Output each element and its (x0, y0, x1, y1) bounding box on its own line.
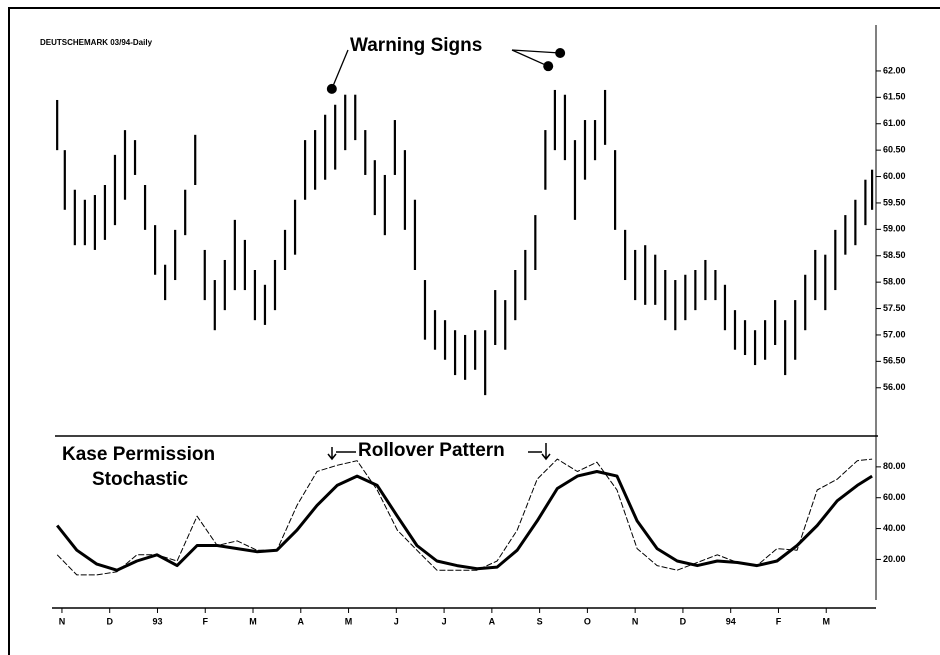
x-tick-label: M (822, 616, 830, 626)
chart-title: DEUTSCHEMARK 03/94-Daily (40, 38, 153, 47)
panel-title: Kase Permission (62, 444, 215, 465)
annotation-line (511, 49, 549, 67)
annotation: Rollover Pattern (358, 440, 505, 461)
y-tick-label: 20.00 (883, 554, 906, 564)
y-tick-label: 57.50 (883, 303, 906, 313)
y-tick-label: 56.00 (883, 382, 906, 392)
y-tick-label: 62.00 (883, 65, 906, 75)
y-tick-label: 61.00 (883, 118, 906, 128)
x-tick-label: 93 (152, 616, 162, 626)
x-tick-label: M (249, 616, 257, 626)
x-tick-label: N (632, 616, 639, 626)
x-tick-label: A (298, 616, 305, 626)
annotation-line (331, 49, 349, 90)
x-tick-label: M (345, 616, 353, 626)
x-tick-label: F (202, 616, 208, 626)
annotation: Warning Signs (350, 35, 482, 56)
x-tick-label: S (537, 616, 543, 626)
x-tick-label: J (394, 616, 399, 626)
rollover-arrow (327, 447, 356, 461)
y-tick-label: 60.50 (883, 145, 906, 155)
warning-dot (555, 47, 566, 58)
y-tick-label: 60.00 (883, 171, 906, 181)
y-tick-label: 60.00 (883, 492, 906, 502)
stochastic-line (56, 470, 873, 572)
y-tick-label: 40.00 (883, 523, 906, 533)
y-tick-label: 59.00 (883, 224, 906, 234)
y-tick-label: 59.50 (883, 197, 906, 207)
x-tick-label: D (106, 616, 113, 626)
x-tick-label: 94 (726, 616, 736, 626)
x-tick-label: F (776, 616, 782, 626)
y-tick-label: 57.00 (883, 329, 906, 339)
x-tick-label: N (59, 616, 66, 626)
warning-dot (326, 83, 337, 94)
y-tick-label: 61.50 (883, 92, 906, 102)
y-tick-label: 80.00 (883, 461, 906, 471)
y-tick-label: 56.50 (883, 356, 906, 366)
y-tick-label: 58.00 (883, 277, 906, 287)
x-tick-label: D (680, 616, 687, 626)
x-tick-label: J (442, 616, 447, 626)
x-tick-label: A (489, 616, 496, 626)
x-tick-label: O (584, 616, 591, 626)
warning-dot (543, 61, 554, 72)
y-tick-label: 58.50 (883, 250, 906, 260)
annotation-line (511, 49, 561, 54)
panel-title: Stochastic (92, 469, 189, 490)
rollover-arrow (528, 443, 551, 461)
